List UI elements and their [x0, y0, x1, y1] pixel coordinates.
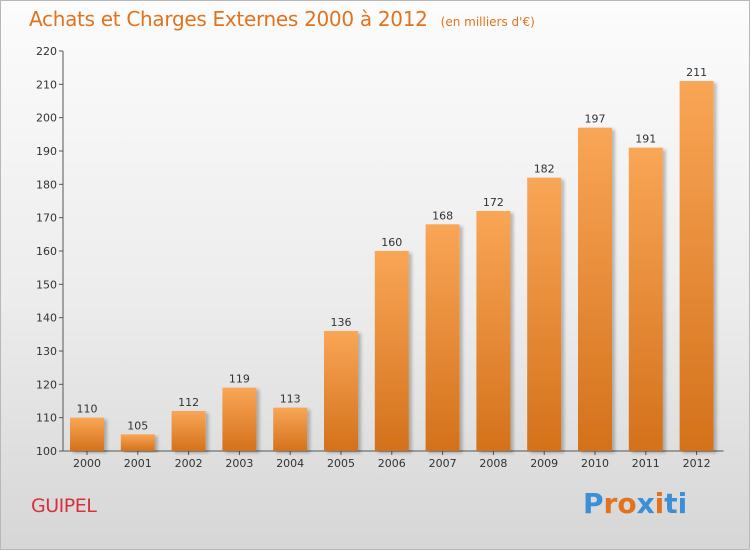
bar-2003 — [222, 387, 257, 451]
bar-2000 — [70, 417, 104, 451]
proxiti-logo[interactable]: Proxiti — [583, 487, 687, 520]
bar-2009 — [527, 177, 562, 451]
data-label: 168 — [432, 209, 453, 222]
logo-letter: t — [664, 487, 678, 520]
y-tick-label: 130 — [36, 345, 57, 358]
chart-title: Achats et Charges Externes 2000 à 2012 — [29, 7, 428, 31]
data-label: 197 — [585, 113, 606, 126]
y-tick-label: 140 — [36, 312, 57, 325]
y-tick-label: 120 — [36, 378, 57, 391]
x-tick-label: 2004 — [276, 457, 304, 470]
chart-unit: (en milliers d'€) — [440, 15, 535, 29]
y-tick-label: 180 — [36, 178, 57, 191]
data-label: 110 — [77, 403, 98, 416]
x-tick-label: 2001 — [124, 457, 152, 470]
logo-letter: r — [603, 487, 618, 520]
bar-2002 — [171, 411, 206, 451]
y-tick-label: 100 — [36, 445, 57, 458]
y-tick-label: 160 — [36, 245, 57, 258]
y-tick-label: 220 — [36, 45, 57, 58]
data-label: 105 — [127, 419, 148, 432]
title-row: Achats et Charges Externes 2000 à 2012 (… — [29, 7, 535, 31]
bar-2012 — [679, 81, 714, 451]
x-tick-label: 2002 — [175, 457, 203, 470]
y-tick-label: 190 — [36, 145, 57, 158]
x-tick-label: 2005 — [327, 457, 355, 470]
y-tick-label: 170 — [36, 212, 57, 225]
bar-2004 — [273, 407, 308, 451]
x-tick-label: 2000 — [73, 457, 101, 470]
logo-letter: x — [636, 487, 655, 520]
x-tick-label: 2009 — [530, 457, 558, 470]
commune-name: GUIPEL — [31, 495, 97, 517]
data-label: 172 — [483, 196, 504, 209]
labels: 100 110 120 130 140 150 160 170 180 190 200 210 220 2… — [36, 45, 711, 470]
bars — [70, 81, 714, 452]
data-label: 182 — [534, 163, 555, 176]
data-label: 112 — [178, 396, 199, 409]
y-tick-label: 200 — [36, 112, 57, 125]
data-label: 211 — [686, 66, 707, 79]
bar-2008 — [476, 211, 511, 451]
x-tick-label: 2010 — [581, 457, 609, 470]
data-label: 160 — [381, 236, 402, 249]
data-label: 119 — [229, 373, 250, 386]
bar-2005 — [324, 331, 358, 451]
y-tick-label: 210 — [36, 78, 57, 91]
data-label: 136 — [331, 316, 352, 329]
data-label: 113 — [280, 393, 301, 406]
bar-2006 — [374, 251, 409, 451]
bar-2007 — [425, 224, 460, 451]
logo-letter: P — [583, 487, 604, 520]
x-tick-label: 2008 — [479, 457, 507, 470]
x-tick-label: 2003 — [225, 457, 253, 470]
y-tick-label: 150 — [36, 278, 57, 291]
x-tick-label: 2012 — [683, 457, 711, 470]
x-tick-label: 2007 — [429, 457, 457, 470]
x-tick-label: 2006 — [378, 457, 406, 470]
x-tick-label: 2011 — [632, 457, 660, 470]
logo-letter: i — [677, 487, 688, 520]
logo-letter: i — [654, 487, 665, 520]
bar-2010 — [578, 127, 612, 452]
data-label: 191 — [635, 133, 656, 146]
y-tick-label: 110 — [36, 412, 57, 425]
bar-2001 — [120, 434, 155, 451]
logo-letter: o — [617, 487, 637, 520]
bar-2011 — [628, 147, 663, 451]
